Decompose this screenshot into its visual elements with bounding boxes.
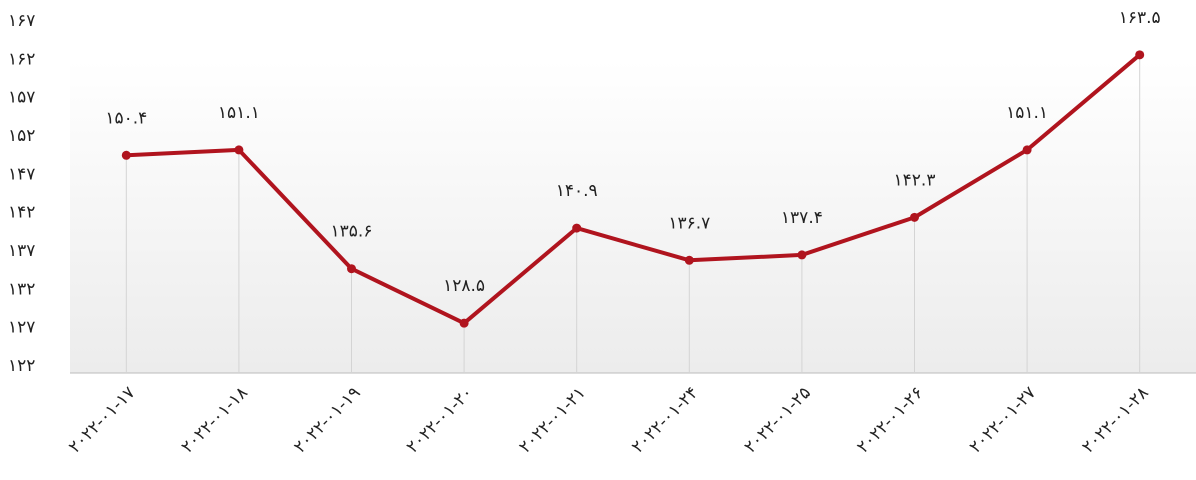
point [797,250,807,260]
y-tick-label: ۱۳۲ [8,279,35,299]
x-tick-label: ۲۰۲۲-۰۱-۲۵ [740,383,814,457]
x-tick-label: ۲۰۲۲-۰۱-۲۱ [515,383,589,457]
data-label: ۱۵۱.۱ [1006,103,1048,123]
x-tick-label: ۲۰۲۲-۰۱-۲۶ [853,383,927,457]
y-tick-label: ۱۵۲ [8,126,35,146]
data-label: ۱۳۶.۷ [668,213,710,233]
point [684,255,694,265]
y-tick-label: ۱۶۷ [8,11,35,31]
x-tick-label: ۲۰۲۲-۰۱-۲۷ [966,383,1040,457]
data-label: ۱۳۵.۶ [331,222,373,242]
y-tick-label: ۱۲۲ [8,356,35,376]
data-label: ۱۵۱.۱ [218,103,260,123]
point [1022,145,1032,155]
y-tick-label: ۱۴۷ [8,164,35,184]
y-tick-label: ۱۵۷ [8,88,35,108]
plot-background [70,60,1196,373]
data-label: ۱۴۰.۹ [556,181,598,201]
x-tick-label: ۲۰۲۲-۰۱-۱۸ [177,383,251,457]
point [1135,50,1145,60]
data-label: ۱۶۳.۵ [1119,8,1161,28]
x-tick-label: ۲۰۲۲-۰۱-۲۰ [403,383,477,457]
y-tick-label: ۱۴۲ [8,203,35,223]
x-tick-label: ۲۰۲۲-۰۱-۲۸ [1078,383,1152,457]
point [910,212,919,222]
point [234,145,244,155]
data-label: ۱۵۰.۴ [105,108,147,128]
data-label: ۱۳۷.۴ [781,208,823,228]
data-label: ۱۲۸.۵ [443,276,485,296]
x-tick-label: ۲۰۲۲-۰۱-۲۴ [628,383,702,457]
point [459,318,469,328]
x-tick-label: ۲۰۲۲-۰۱-۱۹ [290,383,364,457]
data-label: ۱۴۲.۳ [894,170,936,190]
y-tick-label: ۱۲۷ [8,318,35,338]
point [121,150,131,160]
line [126,53,1141,326]
point [572,223,582,233]
x-tick-label: ۲۰۲۲-۰۱-۱۷ [65,383,139,457]
y-tick-label: ۱۳۷ [8,241,35,261]
point [347,264,356,274]
y-tick-label: ۱۶۲ [8,49,35,69]
